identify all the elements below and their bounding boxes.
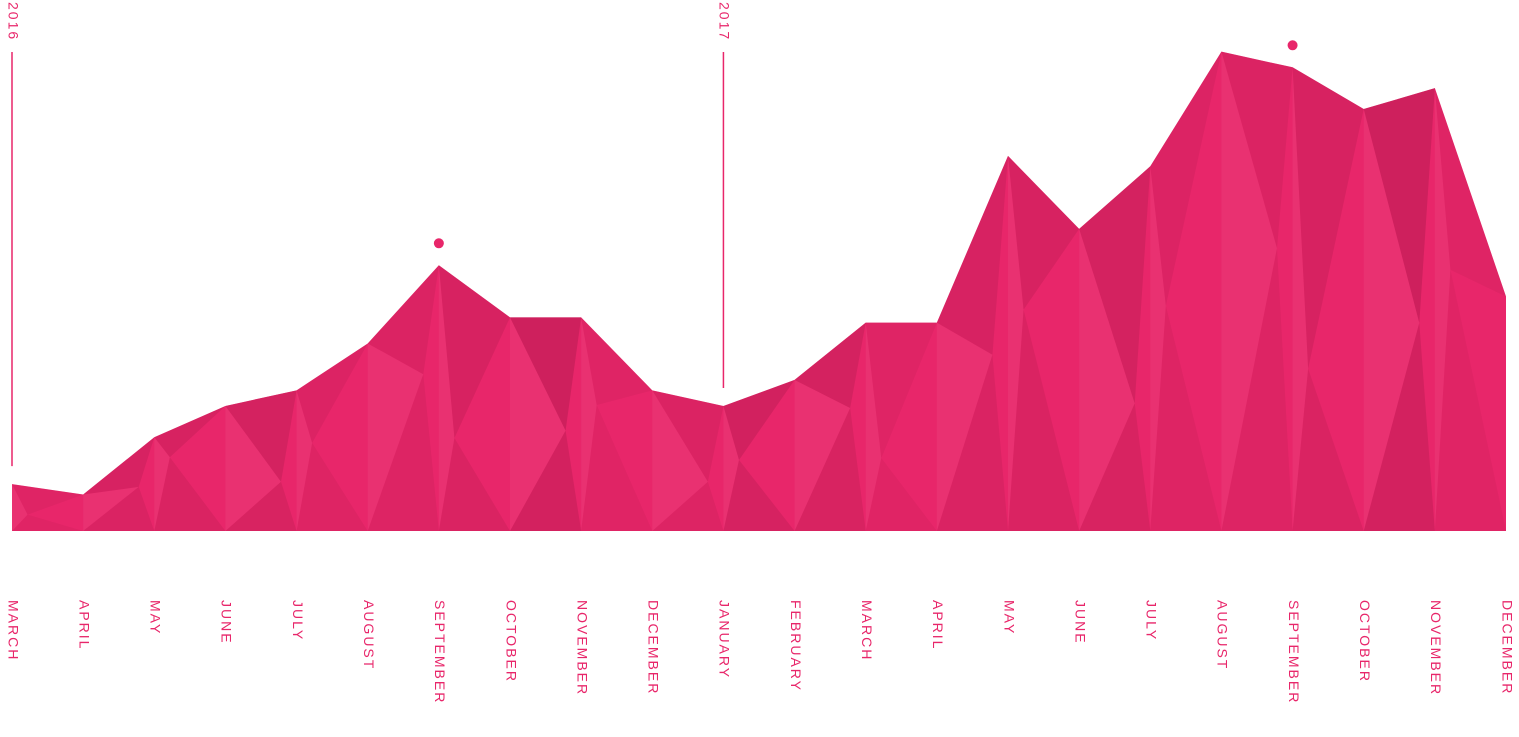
facet-highlight: [865, 322, 882, 531]
facet-lower: [12, 514, 84, 531]
facet-lower: [1079, 403, 1151, 531]
facet-highlight: [1221, 51, 1277, 532]
facet-lower: [652, 481, 724, 531]
facet-lower: [1363, 322, 1435, 531]
x-tick-label: JULY: [1144, 600, 1160, 641]
area-layer: [12, 51, 1506, 532]
facet-highlight: [510, 317, 566, 531]
facet-lower: [865, 458, 937, 531]
x-tick-label: NOVEMBER: [1428, 600, 1444, 696]
facet-upper: [154, 405, 226, 458]
facet-lower: [1008, 309, 1080, 531]
x-tick-label: MAY: [148, 600, 164, 635]
facet-highlight: [1363, 108, 1420, 532]
x-tick-label: SEPTEMBER: [1286, 600, 1302, 704]
facet-upper: [936, 155, 1008, 355]
facet-lower: [723, 459, 795, 531]
x-tick-label: FEBRUARY: [788, 600, 804, 692]
facet-lower: [1434, 269, 1506, 531]
facet-lower: [936, 354, 1008, 531]
facet-upper: [865, 322, 937, 459]
highlight-point: [433, 238, 444, 249]
x-tick-label: APRIL: [930, 600, 946, 650]
x-tick-label: APRIL: [76, 600, 92, 650]
facet-highlight: [794, 379, 851, 531]
facet-highlight: [1079, 228, 1135, 531]
x-tick-label: OCTOBER: [1357, 600, 1373, 683]
facet-highlight: [83, 486, 139, 531]
highlight-point: [1287, 40, 1298, 51]
x-tick-label: JUNE: [219, 600, 235, 645]
facet-upper: [794, 322, 866, 409]
facet-lower: [225, 481, 297, 531]
facet-upper: [581, 317, 653, 405]
facet-upper: [83, 437, 155, 495]
x-tick-label: NOVEMBER: [574, 600, 590, 696]
facet-upper: [12, 484, 84, 515]
year-label: 2017: [717, 2, 733, 41]
facet-highlight: [367, 343, 424, 531]
facet-highlight: [1150, 166, 1166, 532]
facet-upper: [1363, 88, 1435, 323]
facet-highlight: [154, 437, 170, 531]
x-tick-label: JUNE: [1072, 600, 1088, 645]
facet-upper: [367, 265, 439, 375]
facet-upper: [1221, 51, 1293, 249]
x-tick-label: DECEMBER: [646, 600, 662, 695]
facet-layer: [12, 51, 1506, 532]
facet-lower: [83, 486, 155, 531]
facet-lower: [510, 430, 582, 531]
year-marker-layer: 2016 2017: [5, 2, 733, 467]
x-tick-label: MARCH: [859, 600, 875, 661]
facet-highlight: [438, 265, 455, 531]
facet-upper: [652, 390, 724, 482]
facet-highlight: [12, 484, 28, 531]
facet-upper: [1008, 155, 1080, 310]
facet-lower: [794, 408, 866, 531]
facet-upper: [225, 390, 297, 482]
facet-highlight: [723, 405, 739, 531]
x-tick-label: AUGUST: [361, 600, 377, 670]
facet-lower: [296, 442, 368, 531]
facet-highlight: [1292, 67, 1309, 531]
facet-lower: [1221, 248, 1293, 531]
facet-highlight: [936, 322, 993, 531]
x-tick-label: MAY: [1001, 600, 1017, 635]
facet-upper: [1079, 166, 1151, 404]
facet-highlight: [581, 317, 597, 531]
facet-lower: [581, 404, 653, 531]
highlight-point-layer: [433, 40, 1298, 249]
facet-highlight: [1434, 88, 1451, 532]
facet-lower: [438, 438, 510, 531]
area-series: [12, 51, 1506, 532]
facet-upper: [438, 265, 510, 439]
x-tick-label: SEPTEMBER: [432, 600, 448, 704]
x-tick-label: AUGUST: [1215, 600, 1231, 670]
facet-upper: [1150, 51, 1222, 306]
facet-upper: [296, 343, 368, 443]
x-tick-label: MARCH: [5, 600, 21, 661]
facet-upper: [1434, 88, 1506, 297]
facet-lower: [367, 374, 439, 531]
x-tick-label: JANUARY: [717, 600, 733, 679]
facet-highlight: [225, 405, 281, 531]
x-tick-label: DECEMBER: [1499, 600, 1515, 695]
facet-highlight: [652, 390, 708, 531]
facet-lower: [1292, 368, 1364, 531]
facet-lower: [154, 457, 226, 531]
year-label: 2016: [5, 2, 21, 41]
x-tick-label: JULY: [290, 600, 306, 641]
x-tick-label: OCTOBER: [503, 600, 519, 683]
facet-highlight: [296, 390, 313, 531]
facet-lower: [1150, 305, 1222, 531]
facet-upper: [1292, 67, 1364, 369]
month-label-layer: MARCH APRIL MAY JUNE JULY AUGUST SEPTEMBER OCTO…: [5, 600, 1515, 704]
facet-upper: [723, 379, 795, 460]
facet-highlight: [1008, 155, 1024, 531]
facet-upper: [510, 317, 582, 431]
